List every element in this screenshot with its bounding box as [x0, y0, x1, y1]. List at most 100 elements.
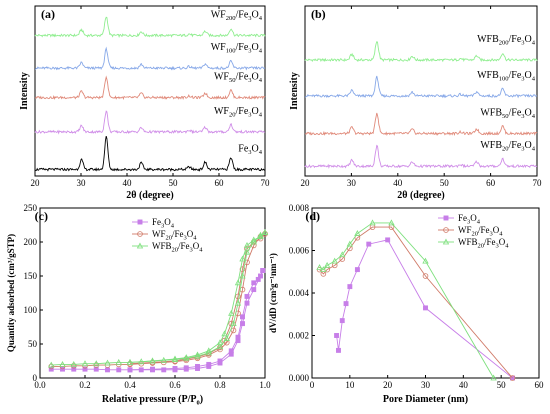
x-tick-label: 20 — [383, 380, 393, 390]
y-tick-label: 50 — [28, 339, 38, 349]
x-tick-label: 30 — [421, 380, 431, 390]
plot-frame — [311, 207, 540, 379]
marker-square — [137, 219, 143, 225]
y-axis-label: Intensity — [289, 72, 300, 110]
marker-square — [443, 215, 449, 221]
panel-label: (d) — [305, 209, 320, 223]
y-tick-label: 200 — [24, 237, 38, 247]
x-tick-label: 10 — [345, 380, 355, 390]
marker-square — [240, 321, 245, 327]
marker-triangle — [339, 251, 346, 258]
y-tick-label: 0.004 — [289, 288, 310, 298]
panel-b-xrd-chart: 20 30 40 50 60 70 2θ (degree) Intensity (b) WFB20… — [289, 5, 543, 201]
xrd-trace — [34, 46, 266, 71]
xrd-trace — [34, 135, 266, 172]
xrd-trace — [304, 144, 538, 169]
y-tick-label: 100 — [24, 305, 38, 315]
plot-frame — [34, 5, 266, 177]
marker-triangle — [257, 233, 264, 239]
marker-circle — [235, 293, 241, 300]
x-tick-label: 70 — [261, 178, 271, 188]
marker-square — [336, 347, 341, 353]
marker-square — [150, 366, 155, 372]
marker-triangle — [149, 357, 156, 364]
x-tick-label: 0.8 — [214, 380, 226, 390]
marker-circle — [422, 273, 429, 279]
series-line — [336, 239, 513, 379]
x-tick-label: 0.6 — [169, 380, 181, 390]
marker-triangle — [354, 230, 361, 236]
marker-triangle — [320, 266, 327, 273]
marker-square — [255, 276, 261, 282]
series-label: WFB50/Fe3O4 — [480, 108, 535, 121]
marker-circle — [230, 327, 237, 334]
series-label: WFB20/Fe3O4 — [480, 140, 535, 153]
x-tick-label: 70 — [533, 178, 543, 188]
marker-square — [217, 358, 223, 364]
x-tick-label: 0.2 — [79, 380, 90, 390]
marker-triangle — [243, 248, 251, 255]
xrd-trace — [304, 41, 538, 63]
marker-triangle — [136, 242, 144, 249]
marker-triangle — [183, 354, 190, 360]
marker-square — [385, 237, 391, 243]
x-tick-label: 0 — [310, 380, 315, 390]
x-tick-label: 0.0 — [34, 380, 46, 390]
y-tick-label: 250 — [24, 203, 38, 213]
marker-triangle — [48, 361, 55, 368]
series-line — [51, 232, 266, 366]
panel-c-isotherm-chart: 0.0 0.2 0.4 0.6 0.8 1.0 0 50 100 150 200 250(c) Fe3O… — [6, 203, 271, 407]
y-tick-label: 0.000 — [289, 373, 310, 383]
x-tick-label: 0.4 — [124, 380, 136, 390]
marker-triangle — [59, 360, 66, 367]
marker-square — [172, 366, 178, 371]
panel-label: (b) — [311, 7, 326, 21]
marker-triangle — [194, 351, 201, 358]
x-tick-label: 1.0 — [259, 380, 271, 390]
y-axis-label: dV/dD (cm³g⁻¹nm⁻¹) — [268, 253, 278, 333]
marker-triangle — [369, 219, 376, 226]
marker-triangle — [250, 236, 257, 243]
x-tick-label: 40 — [393, 178, 403, 188]
marker-triangle — [490, 374, 497, 381]
marker-triangle — [422, 257, 429, 264]
marker-square — [251, 280, 257, 286]
marker-triangle — [388, 219, 395, 226]
y-tick-label: 0.008 — [289, 203, 310, 213]
marker-square — [82, 366, 88, 372]
x-tick-label: 60 — [535, 380, 545, 390]
panel-d-pore-size-chart: 0 10 20 30 40 50 60 0.000 0.002 0.004 0.006 0.008(d… — [268, 203, 544, 405]
marker-triangle — [234, 279, 242, 286]
x-axis-label: Pore Diameter (nm) — [383, 394, 468, 405]
y-tick-label: 150 — [24, 271, 38, 281]
panel-label: (a) — [41, 7, 55, 21]
x-tick-label: 60 — [486, 178, 496, 188]
x-tick-label: 30 — [347, 178, 357, 188]
series-label: WF50/Fe3O4 — [214, 72, 263, 85]
x-tick-label: 40 — [459, 380, 469, 390]
x-axis-label: 2θ (degree) — [126, 190, 174, 201]
y-axis-label: Quantity adsorbed (cm³/gSTP) — [6, 234, 16, 352]
marker-triangle — [205, 347, 212, 354]
series-label: Fe3O4 — [238, 143, 262, 156]
series-label: WF20/Fe3O4 — [214, 106, 263, 119]
x-axis-label: Relative pressure (P/P0) — [102, 394, 203, 407]
marker-square — [334, 333, 340, 338]
xrd-trace — [34, 110, 266, 135]
marker-square — [71, 366, 77, 372]
marker-triangle — [261, 229, 269, 235]
marker-triangle — [331, 257, 338, 264]
marker-triangle — [316, 264, 323, 270]
series-label: WF200/Fe3O4 — [211, 9, 263, 22]
legend-entry: WF20/Fe3O4 — [458, 225, 503, 238]
series-label: WFB100/Fe3O4 — [477, 70, 536, 83]
marker-circle — [509, 375, 516, 381]
y-tick-label: 0.002 — [289, 331, 309, 341]
marker-triangle — [346, 240, 354, 247]
marker-square — [93, 366, 99, 372]
xrd-trace — [34, 16, 266, 38]
legend-entry: WF20/Fe3O4 — [152, 229, 197, 242]
